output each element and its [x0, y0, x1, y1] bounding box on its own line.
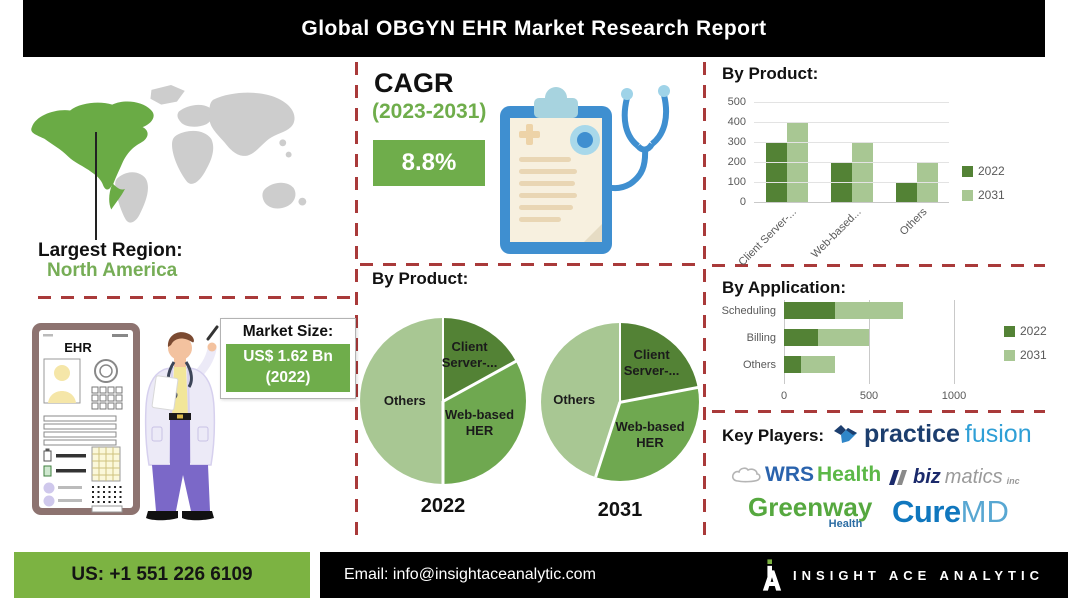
clipboard-stethoscope-illustration: [500, 85, 670, 254]
cagr-label: CAGR: [374, 68, 454, 98]
bar-group: Others: [895, 102, 938, 238]
logo-wrs-health: WRS Health: [730, 463, 881, 487]
logo-greenway-health: Greenway Health: [748, 492, 873, 530]
divider-middle-column: [360, 263, 703, 266]
pie-2022: Client Server-... Web-based HER Others: [360, 318, 526, 484]
footer-bar: Email: info@insightaceanalytic.com INSIG…: [320, 552, 1068, 598]
pie-2022-year: 2022: [420, 495, 466, 517]
pie-slice-label: Web-based HER: [444, 406, 515, 438]
product-bar-chart: 0 100 200 300 400 500 Client Server-... Web-ba…: [712, 92, 1052, 269]
world-map: [31, 85, 307, 223]
pie-slice-label: Others: [553, 392, 596, 408]
logo-bizmatics: biz matics inc: [888, 466, 1020, 489]
logo-curemd: Cure MD: [892, 494, 1009, 529]
stethoscope-tube: [621, 97, 641, 149]
pie-2031: Client Server-... Web-based HER Others: [541, 323, 699, 481]
key-players-label: Key Players:: [722, 426, 825, 445]
application-row: Scheduling: [712, 302, 903, 319]
cagr-period: (2023-2031): [372, 100, 487, 123]
bar-group: Web-based...: [810, 102, 873, 261]
application-section-title: By Application:: [722, 278, 847, 297]
market-size-card: Market Size: US$ 1.62 Bn (2022): [220, 318, 356, 399]
brand-name: INSIGHT ACE ANALYTIC: [793, 567, 1044, 583]
pen: [206, 325, 219, 341]
pie-slice-label: Client Server-...: [623, 346, 680, 378]
pie-slice-label: Client Server-...: [441, 338, 498, 370]
pie-2031-year: 2031: [597, 499, 643, 521]
legend-item: 2022: [962, 164, 1005, 178]
divider-vertical-right: [703, 62, 706, 540]
europe-shape: [177, 104, 213, 127]
bar-section-title: By Product:: [722, 64, 819, 83]
practice-fusion-icon: [834, 425, 857, 443]
largest-region-value: North America: [47, 260, 178, 281]
application-row: Others: [712, 356, 903, 373]
market-size-value: US$ 1.62 Bn (2022): [226, 344, 350, 392]
doctor-pants: [152, 465, 210, 511]
divider-vertical-left: [355, 62, 358, 540]
footer-email: Email: info@insightaceanalytic.com: [344, 566, 596, 583]
footer-phone: US: +1 551 226 6109: [14, 552, 310, 598]
divider-right-column-1: [712, 264, 1045, 267]
africa-shape: [172, 130, 214, 184]
greenland-shape: [150, 85, 185, 105]
bar-chart-legend: 2022 2031: [962, 164, 1005, 202]
doctor-illustration: EHR: [32, 323, 219, 521]
device-screen-title: EHR: [64, 340, 92, 355]
pie-slice-label: Others: [383, 392, 426, 408]
divider-right-column-2: [712, 410, 1045, 413]
legend-item: 2031: [1004, 348, 1047, 362]
insightace-logo-icon: [762, 559, 782, 591]
application-chart-x-axis: 0 500 1000: [780, 390, 967, 402]
north-america-shape: [31, 101, 154, 210]
bar-chart-y-axis: 0 100 200 300 400 500: [727, 96, 746, 208]
product-pie-charts: Client Server-... Web-based HER Others Cli…: [355, 265, 705, 540]
logo-practice-fusion: practice fusion: [832, 420, 1032, 449]
cloud-icon: [731, 467, 761, 483]
bar-group: Client Server-...: [737, 102, 808, 269]
australia-shape: [262, 182, 296, 209]
map-pointer-line: [95, 132, 97, 240]
pie-slice-label: Web-based HER: [615, 418, 685, 451]
pie-section-title: By Product:: [372, 269, 469, 288]
south-america-shape: [115, 172, 148, 223]
header-bar: Global OBGYN EHR Market Research Report: [23, 0, 1045, 57]
application-chart-rows: Scheduling Billing Others: [712, 302, 903, 373]
cagr-value-badge: 8.8%: [373, 140, 485, 186]
application-row: Billing: [712, 329, 903, 346]
application-bar-chart: Scheduling Billing Others 0 500 1000 2022 203…: [712, 300, 1062, 410]
legend-item: 2031: [962, 188, 1005, 202]
asia-shape: [209, 92, 295, 156]
bar-chart-plot: Client Server-... Web-based... Others: [737, 102, 949, 269]
application-chart-legend: 2022 2031: [1004, 324, 1047, 362]
legend-item: 2022: [1004, 324, 1047, 338]
bizmatics-icon: [889, 470, 907, 485]
divider-left-column: [38, 296, 355, 299]
largest-region-label: Largest Region:: [38, 240, 183, 261]
page-title: Global OBGYN EHR Market Research Report: [301, 16, 767, 40]
brand-logo: INSIGHT ACE ANALYTIC: [761, 559, 1044, 591]
market-size-label: Market Size:: [242, 323, 334, 340]
doctor-clipboard: [151, 375, 179, 411]
doctor-head: [168, 336, 192, 360]
